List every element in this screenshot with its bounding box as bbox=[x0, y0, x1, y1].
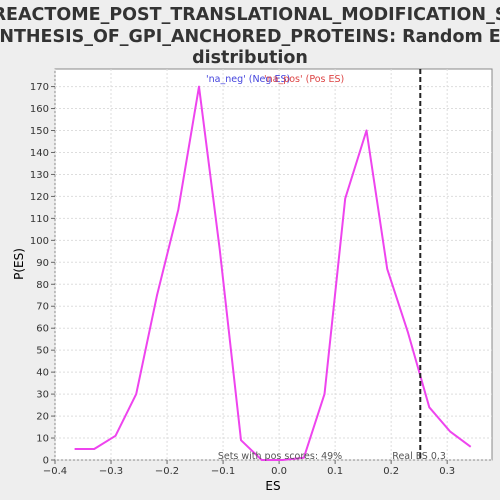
x-tick-label: 0.3 bbox=[439, 466, 455, 477]
x-tick-label: 0.0 bbox=[271, 466, 287, 477]
y-tick-label: 10 bbox=[36, 434, 49, 445]
legend-pos: 'na_pos' (Pos ES) bbox=[264, 74, 344, 85]
x-tick-label: −0.3 bbox=[99, 466, 123, 477]
y-tick-label: 120 bbox=[30, 192, 49, 203]
y-tick-label: 0 bbox=[43, 456, 49, 467]
pos-scores-annotation: Sets with pos scores: 49% bbox=[218, 451, 342, 462]
series bbox=[74, 85, 472, 461]
title-line-3: distribution bbox=[192, 48, 308, 68]
y-tick-label: 40 bbox=[36, 368, 49, 379]
title-line-1: REACTOME_POST_TRANSLATIONAL_MODIFICATION… bbox=[0, 5, 500, 25]
x-axis-ticks: −0.4 −0.3 −0.2 −0.1 0.0 0.1 0.2 0.3 bbox=[43, 460, 455, 477]
title-line-2: YNTHESIS_OF_GPI_ANCHORED_PROTEINS: Rando… bbox=[0, 27, 500, 47]
y-tick-label: 140 bbox=[30, 148, 49, 159]
y-axis-ticks: 0 10 20 30 40 50 60 70 80 90 100 110 120 130 140 150 160… bbox=[30, 82, 55, 467]
y-tick-label: 160 bbox=[30, 104, 49, 115]
y-tick-label: 20 bbox=[36, 412, 49, 423]
x-tick-label: −0.4 bbox=[43, 466, 67, 477]
x-axis-label: ES bbox=[265, 479, 280, 493]
y-tick-label: 150 bbox=[30, 126, 49, 137]
y-tick-label: 50 bbox=[36, 346, 49, 357]
chart-title: REACTOME_POST_TRANSLATIONAL_MODIFICATION… bbox=[0, 5, 500, 68]
y-tick-label: 90 bbox=[36, 258, 49, 269]
y-tick-label: 100 bbox=[30, 236, 49, 247]
y-tick-label: 170 bbox=[30, 82, 49, 93]
y-axis-label: P(ES) bbox=[12, 248, 26, 280]
y-tick-label: 80 bbox=[36, 280, 49, 291]
y-tick-label: 60 bbox=[36, 324, 49, 335]
y-tick-label: 30 bbox=[36, 390, 49, 401]
x-tick-label: 0.1 bbox=[327, 466, 343, 477]
series-line bbox=[74, 85, 472, 461]
x-tick-label: −0.1 bbox=[211, 466, 235, 477]
plot-area bbox=[54, 68, 493, 461]
x-tick-label: 0.2 bbox=[383, 466, 399, 477]
legend-neg: 'na_neg' (Neg ES) bbox=[206, 74, 290, 85]
real-es-label: Real ES 0.3 bbox=[392, 451, 446, 462]
x-tick-label: −0.2 bbox=[155, 466, 179, 477]
grid bbox=[54, 69, 492, 461]
y-tick-label: 110 bbox=[30, 214, 49, 225]
y-tick-label: 70 bbox=[36, 302, 49, 313]
y-tick-label: 130 bbox=[30, 170, 49, 181]
